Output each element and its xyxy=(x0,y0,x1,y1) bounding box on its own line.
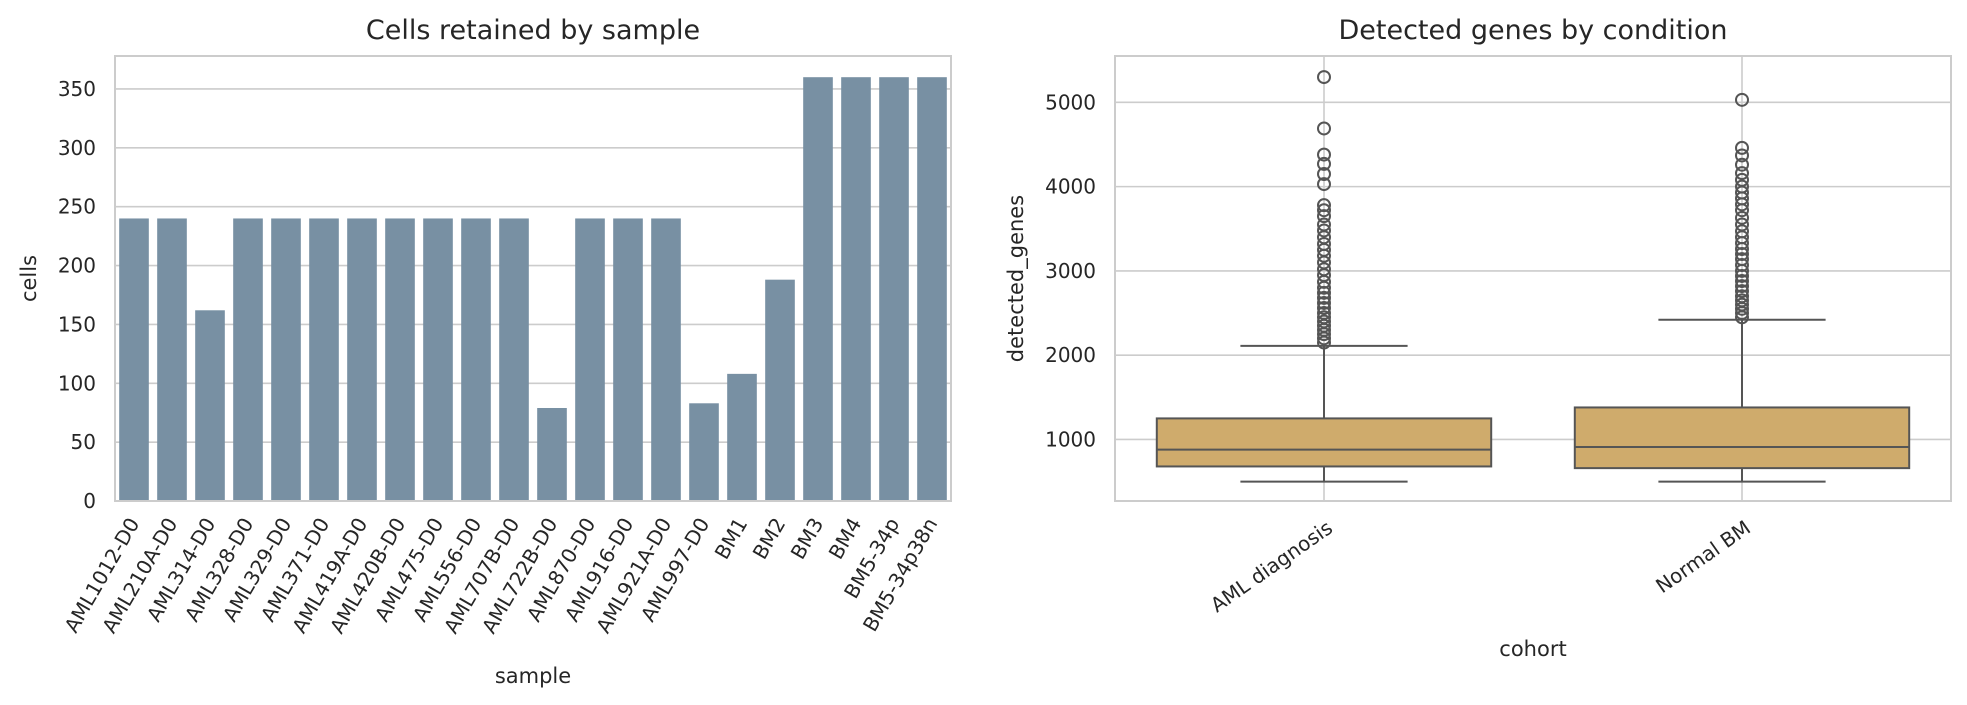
outlier-point xyxy=(1317,156,1331,171)
bar-chart-y-tick-label: 350 xyxy=(58,77,96,101)
bar-chart-title: Cells retained by sample xyxy=(366,15,700,46)
box-chart-y-ticks: 1000 2000 3000 4000 5000 xyxy=(1045,90,1096,451)
bar-chart-y-tick-label: 200 xyxy=(58,254,96,278)
bar xyxy=(157,218,187,501)
bar xyxy=(537,407,567,501)
bar-chart-y-tick-label: 100 xyxy=(58,371,96,395)
outlier-point xyxy=(1317,310,1331,325)
bar-chart-y-tick-label: 250 xyxy=(58,195,96,219)
bar xyxy=(195,310,225,501)
outlier-point xyxy=(1735,140,1749,155)
bar xyxy=(765,279,795,501)
bar-chart-y-tick-label: 0 xyxy=(83,489,96,513)
bar-chart-y-tick-label: 150 xyxy=(58,312,96,336)
bar xyxy=(841,77,871,501)
box-chart-y-axis-label: detected_genes xyxy=(1004,195,1029,362)
outlier-point xyxy=(1317,209,1331,224)
outlier-point xyxy=(1735,172,1749,187)
bar-chart-y-ticks: 0 50 100 150 200 250 300 350 xyxy=(58,77,96,513)
outlier-point xyxy=(1317,285,1331,300)
bar xyxy=(803,77,833,501)
outlier-point xyxy=(1735,284,1749,299)
bar-chart-y-tick-label: 300 xyxy=(58,136,96,160)
bar xyxy=(461,218,491,501)
bar xyxy=(613,218,643,501)
outlier-point xyxy=(1317,147,1331,162)
bar xyxy=(499,218,529,501)
box-chart-frame xyxy=(1114,55,1952,502)
outlier-point xyxy=(1735,157,1749,172)
outlier-point xyxy=(1317,177,1331,192)
bar xyxy=(727,373,757,501)
outlier-point xyxy=(1735,258,1749,273)
box-chart-title: Detected genes by condition xyxy=(1338,15,1727,46)
outlier-point xyxy=(1735,274,1749,289)
bar xyxy=(917,77,947,501)
outlier-point xyxy=(1735,179,1749,194)
outlier-point xyxy=(1317,203,1331,218)
bar-chart-frame xyxy=(114,55,952,502)
box-chart-boxes xyxy=(1155,70,1911,483)
bar xyxy=(385,218,415,501)
outlier-point xyxy=(1735,92,1749,107)
outlier-point xyxy=(1317,290,1331,305)
bar xyxy=(423,218,453,501)
outlier-point xyxy=(1735,224,1749,239)
outlier-point xyxy=(1317,262,1331,277)
outlier-point xyxy=(1735,247,1749,262)
box-group xyxy=(1573,92,1911,483)
outlier-point xyxy=(1317,314,1331,329)
outlier-point xyxy=(1735,217,1749,232)
bar xyxy=(689,403,719,501)
bar-chart-y-axis-label: cells xyxy=(17,255,41,302)
outlier-point xyxy=(1317,70,1331,85)
outlier-point xyxy=(1735,297,1749,312)
outlier-point xyxy=(1317,166,1331,181)
outlier-point xyxy=(1735,166,1749,181)
outlier-point xyxy=(1317,236,1331,251)
box-chart-y-tick-label: 2000 xyxy=(1045,343,1096,367)
bar xyxy=(651,218,681,501)
bar xyxy=(309,218,339,501)
box xyxy=(1573,406,1911,470)
box-chart-y-tick-label: 3000 xyxy=(1045,259,1096,283)
bar-chart-x-axis-label: sample xyxy=(495,664,571,688)
bar-chart-bars xyxy=(119,77,947,501)
outlier-point xyxy=(1317,300,1331,315)
box xyxy=(1155,417,1493,468)
bar xyxy=(575,218,605,501)
box-group xyxy=(1155,70,1493,483)
outlier-point xyxy=(1317,223,1331,238)
outlier-point xyxy=(1735,268,1749,283)
outlier-point xyxy=(1735,252,1749,267)
bar xyxy=(119,218,149,501)
outlier-point xyxy=(1317,198,1331,213)
outlier-point xyxy=(1735,210,1749,225)
outlier-point xyxy=(1317,121,1331,136)
outlier-point xyxy=(1735,279,1749,294)
outlier-point xyxy=(1317,295,1331,310)
bar xyxy=(347,218,377,501)
bar xyxy=(271,218,301,501)
bar xyxy=(233,218,263,501)
outlier-point xyxy=(1317,306,1331,321)
outlier-point xyxy=(1317,217,1331,232)
box-chart-y-tick-label: 4000 xyxy=(1045,175,1096,199)
box-chart-y-tick-label: 5000 xyxy=(1045,90,1096,114)
box-chart-x-axis-label: cohort xyxy=(1499,637,1566,661)
bar xyxy=(879,77,909,501)
outlier-point xyxy=(1735,293,1749,308)
outlier-point xyxy=(1735,289,1749,304)
outlier-point xyxy=(1735,148,1749,163)
box-chart-y-tick-label: 1000 xyxy=(1045,427,1096,451)
bar-chart-y-tick-label: 50 xyxy=(71,430,96,454)
